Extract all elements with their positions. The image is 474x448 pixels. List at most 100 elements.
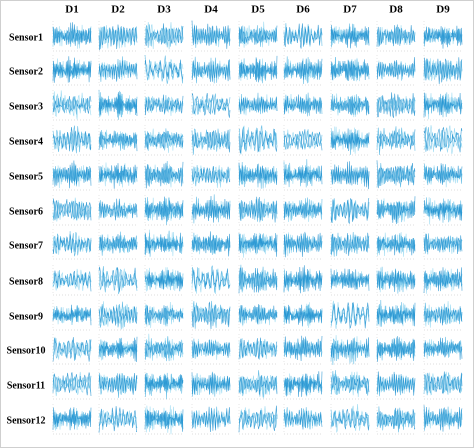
signal-plot [98, 334, 138, 365]
signal-plot [423, 229, 463, 260]
signal-trace [52, 235, 92, 255]
signal-trace [191, 301, 231, 330]
signal-plot [52, 195, 92, 226]
signal-plot [283, 90, 323, 121]
signal-plot [52, 229, 92, 260]
signal-trace [283, 56, 323, 85]
signal-trace [376, 160, 416, 189]
signal-trace [283, 304, 323, 327]
signal-plot [330, 334, 370, 366]
signal-trace [98, 24, 138, 51]
signal-plot [52, 300, 92, 331]
signal-trace [330, 408, 370, 431]
signal-trace [52, 56, 92, 83]
signal-plot [283, 55, 323, 86]
signal-plot [283, 21, 323, 52]
signal-plot [52, 90, 92, 121]
signal-trace [330, 59, 370, 81]
signal-plot [330, 403, 370, 435]
signal-trace [52, 304, 92, 326]
signal-trace [376, 407, 416, 430]
signal-trace [98, 89, 138, 120]
signal-trace [98, 338, 138, 360]
signal-plot [423, 404, 463, 435]
column-header: D4 [204, 4, 218, 16]
signal-trace [52, 95, 92, 115]
signal-trace [423, 125, 463, 155]
signal-plot [191, 404, 231, 435]
signal-plot [52, 334, 92, 365]
signal-trace [52, 375, 92, 394]
signal-plot [283, 159, 323, 191]
column-header: D3 [157, 4, 171, 16]
signal-trace [98, 406, 138, 433]
signal-trace [52, 270, 92, 292]
signal-trace [423, 126, 463, 153]
signal-plot [423, 125, 463, 156]
signal-trace [144, 409, 184, 432]
signal-trace [283, 201, 323, 220]
signal-plot [191, 160, 231, 191]
signal-trace [423, 268, 463, 294]
signal-plot [144, 125, 184, 156]
signal-trace [376, 371, 416, 396]
signal-trace [238, 128, 278, 154]
signal-plot [191, 194, 231, 226]
signal-plot [330, 300, 370, 331]
signal-plot [283, 334, 323, 365]
signal-trace [330, 376, 370, 394]
signal-trace [191, 194, 231, 224]
signal-plot [52, 21, 92, 52]
signal-trace [283, 23, 323, 49]
signal-plot [238, 125, 278, 156]
signal-trace [98, 305, 138, 326]
signal-trace [52, 234, 92, 254]
signal-trace [283, 373, 323, 396]
signal-trace [99, 234, 138, 254]
signal-trace [423, 336, 463, 358]
signal-plot [238, 404, 278, 435]
signal-trace [238, 337, 278, 360]
signal-plot [191, 20, 231, 52]
signal-trace [191, 165, 231, 187]
signal-trace [144, 160, 184, 187]
signal-plot [191, 265, 231, 296]
column-header: D7 [343, 4, 357, 16]
signal-plot [423, 90, 463, 121]
signal-plot [98, 265, 138, 296]
signal-plot [330, 369, 370, 400]
signal-trace [191, 195, 231, 223]
signal-plot [423, 195, 463, 226]
signal-trace [423, 197, 463, 223]
signal-trace [144, 336, 184, 362]
signal-plot [423, 334, 463, 365]
signal-trace [144, 232, 184, 255]
signal-trace [423, 92, 463, 118]
signal-trace [52, 198, 92, 221]
signal-plot [238, 229, 278, 260]
row-label: Sensor12 [7, 415, 46, 426]
signal-trace [423, 405, 463, 432]
signal-trace [376, 337, 416, 361]
signal-trace [283, 371, 323, 397]
signal-trace [98, 336, 138, 363]
signal-trace [144, 94, 184, 116]
signal-trace [424, 163, 463, 185]
signal-trace [191, 166, 231, 184]
signal-trace [191, 268, 231, 290]
signal-trace [238, 337, 278, 360]
signal-plot [144, 21, 184, 52]
row-label: Sensor5 [9, 171, 43, 182]
signal-trace [191, 231, 231, 257]
signal-plot [423, 265, 463, 296]
signal-plot [191, 229, 231, 260]
signal-plot [191, 55, 231, 86]
signal-trace [144, 341, 184, 358]
signal-trace [283, 407, 323, 430]
signal-trace [52, 337, 92, 362]
signal-plot [376, 21, 416, 52]
signal-trace [330, 198, 370, 224]
signal-plot [52, 265, 92, 296]
signal-trace [52, 160, 92, 189]
signal-plot [98, 89, 138, 121]
